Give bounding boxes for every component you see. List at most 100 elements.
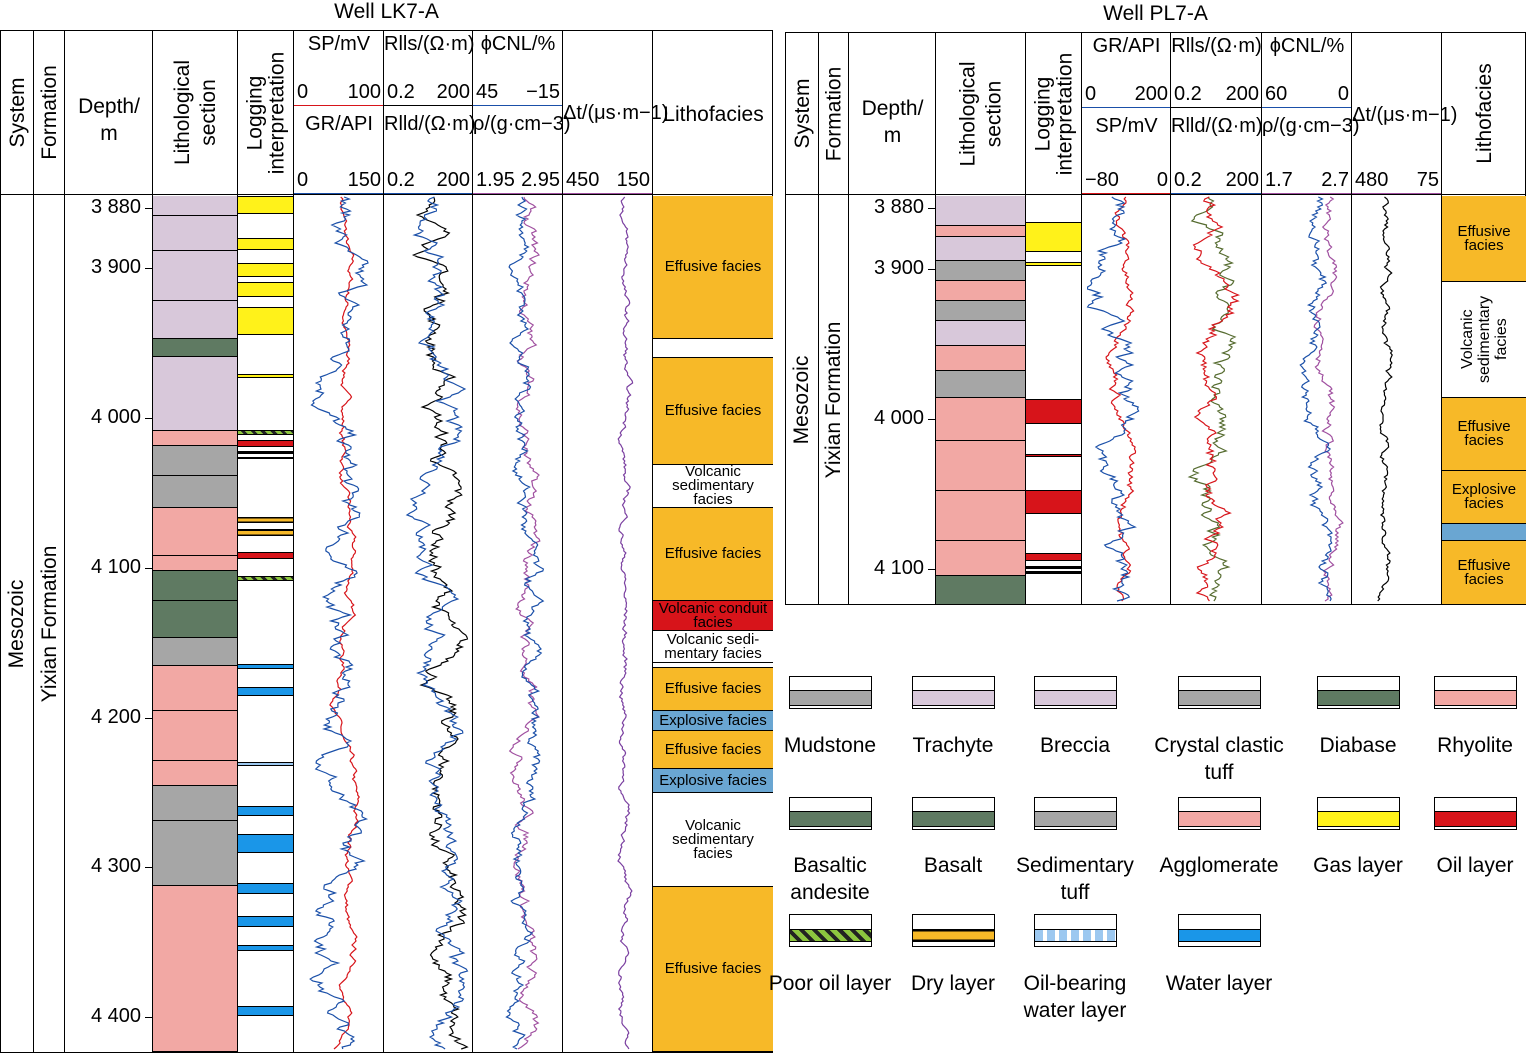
- lithofacies-label: Effusive facies: [664, 545, 762, 562]
- scale-line: [473, 193, 563, 194]
- track4-label: Δt/(μs·m−1): [1352, 104, 1458, 126]
- lithofacies-label: Explosive facies: [659, 711, 767, 729]
- track4-scale-max: 75: [1416, 169, 1439, 191]
- scale-line: [384, 105, 473, 106]
- logging-interpretation-layer: [238, 1006, 293, 1016]
- lithology-layer: [153, 216, 237, 251]
- legend-swatch-water-layer: [1178, 914, 1261, 947]
- column-divider: [652, 31, 653, 1052]
- depth-label: 4 200: [90, 706, 141, 728]
- well-title: Well PL7-A: [1103, 2, 1208, 25]
- legend-pattern: [1035, 929, 1116, 942]
- header-divider: [786, 194, 1525, 195]
- lithology-layer: [936, 321, 1025, 346]
- track3-bot-scale-max: 2.95: [521, 169, 560, 191]
- legend-label: Poor oil layer: [768, 972, 892, 995]
- lithology-layer: [936, 346, 1025, 371]
- legend-pattern: [913, 690, 994, 706]
- track3-top-label: ϕCNL/%: [1269, 35, 1345, 57]
- legend-label: Agglomerate: [1159, 854, 1279, 877]
- lithology-layer: [153, 711, 237, 761]
- logging-interpretation-layer: [1026, 399, 1081, 424]
- lithofacies-zone: Effusive facies: [1442, 398, 1526, 471]
- lithofacies-label: Explosive facies: [659, 771, 767, 789]
- legend-pattern: [1179, 690, 1260, 706]
- column-divider: [848, 33, 849, 604]
- lithofacies-label: Effusive facies: [664, 960, 762, 977]
- track3-top-scale-max: −15: [526, 81, 560, 103]
- lithology-layer: [936, 576, 1025, 605]
- logging-interpretation-layer: [1026, 454, 1081, 457]
- legend-swatch-diabase: [1317, 676, 1400, 709]
- depth-tick: [145, 718, 153, 719]
- lithofacies-zone: Effusive facies: [653, 668, 773, 711]
- depth-header: Depth/ m: [78, 95, 140, 145]
- depth-label: 4 100: [873, 557, 924, 579]
- track1-top-scale-max: 200: [1134, 83, 1168, 105]
- logging-interpretation-layer: [238, 806, 293, 816]
- lithofacies-zone: [653, 663, 773, 668]
- lithofacies-label: Effusive facies: [1457, 556, 1511, 588]
- track2-bot-scale-min: 0.2: [387, 169, 415, 191]
- track2-bot-label: Rlld/(Ω·m): [1171, 115, 1263, 137]
- legend-pattern: [913, 811, 994, 827]
- legend-swatch-sedimentary-tuff: [1034, 797, 1117, 830]
- logging-interpretation-layer: [238, 552, 293, 559]
- log-curve: [1192, 196, 1241, 602]
- legend-label: Oil-bearing water layer: [1023, 972, 1127, 1022]
- log-curves: [1086, 196, 1393, 602]
- lithology-layer: [936, 261, 1025, 281]
- lithology-layer: [153, 431, 237, 446]
- scale-line: [1082, 107, 1171, 108]
- scale-line: [1082, 193, 1171, 194]
- legend-pattern: [1035, 690, 1116, 706]
- lithofacies-label: Effusive facies: [664, 258, 762, 275]
- depth-tick: [145, 208, 153, 209]
- logging-interpretation-layer: [238, 307, 293, 335]
- depth-label: 4 100: [90, 556, 141, 578]
- lithology-layer: [936, 237, 1025, 261]
- lithology-layer: [936, 491, 1025, 541]
- log-curve: [309, 196, 369, 1050]
- track3-top-label: ϕCNL/%: [480, 33, 556, 55]
- lithofacies-label: Explosive facies: [1451, 481, 1517, 512]
- lithofacies-zone: Volcanic sedimentary facies: [653, 793, 773, 887]
- lithofacies-label: Effusive facies: [1457, 222, 1511, 254]
- legend-pattern: [790, 929, 871, 942]
- log-curve: [1299, 196, 1333, 602]
- column-divider: [1351, 33, 1352, 604]
- logging-interpretation-layer: [238, 916, 293, 927]
- depth-tick: [928, 419, 936, 420]
- column-divider: [935, 33, 936, 604]
- scale-line: [294, 105, 384, 106]
- column-divider: [1081, 33, 1082, 604]
- scale-line: [1352, 193, 1442, 194]
- lithofacies-label: Effusive facies: [664, 740, 762, 758]
- track1-top-label: SP/mV: [307, 33, 371, 55]
- log-curve: [1377, 196, 1393, 602]
- track1-bot-scale-min: −80: [1085, 169, 1119, 191]
- column-divider: [472, 31, 473, 1052]
- legend-swatch-basalt: [912, 797, 995, 830]
- logging-interpretation-layer: [238, 430, 293, 435]
- logging-interpretation-layer: [1026, 222, 1081, 252]
- depth-tick: [145, 268, 153, 269]
- track2-top-scale-min: 0.2: [387, 81, 415, 103]
- lithology-layer: [153, 786, 237, 821]
- track4-scale-max: 150: [616, 169, 650, 191]
- scale-line: [1171, 107, 1262, 108]
- column-divider: [1025, 33, 1026, 604]
- legend-pattern: [1318, 811, 1399, 827]
- depth-label: 3 900: [90, 256, 141, 278]
- legend-label: Crystal clastic tuff: [1154, 734, 1284, 784]
- column-divider: [152, 31, 153, 1052]
- track3-top-scale-min: 60: [1265, 83, 1288, 105]
- lithology-layer: [153, 339, 237, 357]
- lithology-layer: [153, 196, 237, 216]
- depth-tick: [928, 208, 936, 209]
- legend-swatch-agglomerate: [1178, 797, 1261, 830]
- legend-label: Dry layer: [910, 972, 995, 995]
- lithology-layer: [153, 886, 237, 1052]
- lithofacies-label: Volcanic conduit facies: [658, 601, 768, 631]
